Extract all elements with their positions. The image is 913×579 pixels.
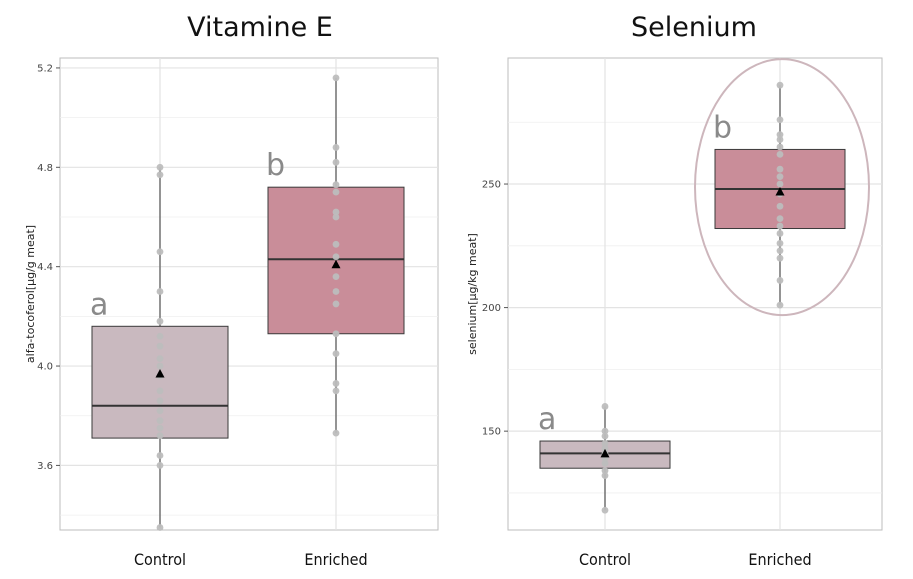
selenium-highlight-ellipse xyxy=(694,58,870,317)
vitamine-e-enriched-point xyxy=(332,213,340,221)
vitamine-e-title: Vitamine E xyxy=(187,12,333,43)
vitamine-e-control-point xyxy=(156,417,164,425)
vitamine-e-panel: Vitamine E ab 3.64.04.44.85.2 Control Enr… xyxy=(24,12,439,569)
selenium-enriched-point xyxy=(776,131,784,139)
vitamine-e-y-tick-label: 4.8 xyxy=(37,163,53,174)
vitamine-e-y-axis-label: alfa-tocoferol[µg/g meat] xyxy=(24,225,37,363)
selenium-enriched-point xyxy=(776,173,784,181)
vitamine-e-enriched-point xyxy=(332,144,340,151)
vitamine-e-control-point xyxy=(156,342,164,350)
vitamine-e-enriched-point xyxy=(332,300,340,308)
selenium-enriched-point xyxy=(776,247,784,255)
selenium-y-ticks: 150 200 250 xyxy=(482,180,508,438)
vitamine-e-control-significance-letter: a xyxy=(90,287,108,322)
selenium-control-point xyxy=(601,467,609,475)
vitamine-e-enriched-point xyxy=(332,387,340,395)
selenium-title: Selenium xyxy=(631,12,757,43)
vitamine-e-enriched-point xyxy=(332,253,340,261)
selenium-enriched-point xyxy=(776,165,784,173)
selenium-control-point xyxy=(601,506,609,514)
selenium-enriched-point xyxy=(776,202,784,210)
vitamine-e-enriched-point xyxy=(332,273,340,281)
vitamine-e-y-tick-label: 3.6 xyxy=(37,461,53,472)
selenium-enriched-point xyxy=(776,150,784,158)
vitamine-e-boxes: ab xyxy=(90,74,405,531)
selenium-enriched-point xyxy=(776,254,784,262)
vitamine-e-x-ticks: Control Enriched xyxy=(134,550,368,569)
selenium-y-tick-label: 250 xyxy=(482,180,501,191)
selenium-enriched-point xyxy=(776,143,784,151)
vitamine-e-enriched-point xyxy=(332,288,340,295)
selenium-control-point xyxy=(601,459,609,467)
vitamine-e-enriched-point xyxy=(332,74,340,82)
selenium-x-tick-enriched: Enriched xyxy=(748,550,811,569)
selenium-control-point xyxy=(601,472,609,480)
vitamine-e-enriched-point xyxy=(332,208,340,216)
vitamine-e-enriched-point xyxy=(332,188,340,196)
vitamine-e-control-point xyxy=(156,362,164,370)
vitamine-e-control-point xyxy=(156,407,164,415)
vitamine-e-y-ticks: 3.6 4.0 4.4 4.8 5.2 xyxy=(37,63,60,472)
selenium-y-tick-label: 150 xyxy=(482,427,501,438)
selenium-enriched-point xyxy=(776,301,784,309)
selenium-enriched-significance-letter: b xyxy=(713,110,732,145)
vitamine-e-control-point xyxy=(156,163,164,171)
vitamine-e-enriched-point xyxy=(332,350,340,358)
vitamine-e-enriched-point xyxy=(332,380,340,387)
vitamine-e-control-point xyxy=(156,387,164,395)
vitamine-e-enriched-point xyxy=(332,181,340,189)
vitamine-e-enriched-point xyxy=(332,330,340,338)
selenium-enriched-point xyxy=(776,230,784,237)
selenium-control-mean-marker xyxy=(600,448,610,458)
selenium-enriched-point xyxy=(776,116,784,124)
vitamine-e-enriched-point xyxy=(332,158,340,166)
vitamine-e-control-point xyxy=(156,524,164,531)
vitamine-e-y-tick-label: 5.2 xyxy=(37,63,53,74)
vitamine-e-control-point xyxy=(156,288,164,295)
vitamine-e-control-point xyxy=(156,355,164,362)
vitamine-e-control-point xyxy=(156,462,164,469)
vitamine-e-enriched-point xyxy=(332,429,340,437)
selenium-x-tick-control: Control xyxy=(579,550,631,569)
selenium-control-point xyxy=(601,440,609,447)
selenium-control-point xyxy=(601,432,609,440)
vitamine-e-x-tick-control: Control xyxy=(134,550,186,569)
vitamine-e-enriched-mean-marker xyxy=(331,259,341,269)
vitamine-e-control-point xyxy=(156,248,164,256)
selenium-enriched-point xyxy=(776,81,784,89)
vitamine-e-control-point xyxy=(156,424,164,432)
vitamine-e-control-mean-marker xyxy=(155,368,165,378)
vitamine-e-y-tick-label: 4.4 xyxy=(37,262,53,273)
selenium-enriched-point xyxy=(776,136,784,143)
vitamine-e-control-point xyxy=(156,317,164,325)
vitamine-e-y-tick-label: 4.0 xyxy=(37,362,53,373)
vitamine-e-x-tick-enriched: Enriched xyxy=(304,550,367,569)
selenium-control-point xyxy=(601,427,609,435)
vitamine-e-control-point xyxy=(156,452,164,459)
selenium-enriched-point xyxy=(776,222,784,230)
vitamine-e-enriched-significance-letter: b xyxy=(266,148,285,183)
selenium-y-axis-label: selenium[µg/kg meat] xyxy=(466,233,479,355)
selenium-control-point xyxy=(601,403,609,410)
selenium-enriched-point xyxy=(776,215,784,223)
selenium-enriched-point xyxy=(776,239,784,247)
selenium-enriched-point xyxy=(776,277,784,284)
selenium-control-significance-letter: a xyxy=(538,402,556,437)
vitamine-e-control-point xyxy=(156,332,164,340)
vitamine-e-enriched-point xyxy=(332,240,340,248)
selenium-boxes: ab xyxy=(538,58,870,514)
selenium-control-point xyxy=(601,445,609,452)
vitamine-e-control-point xyxy=(156,171,164,179)
vitamine-e-control-point xyxy=(156,432,164,439)
selenium-enriched-mean-marker xyxy=(775,186,785,196)
selenium-enriched-point xyxy=(776,180,784,188)
selenium-y-tick-label: 200 xyxy=(482,303,501,314)
selenium-x-ticks: Control Enriched xyxy=(579,550,812,569)
vitamine-e-control-point xyxy=(156,397,164,405)
